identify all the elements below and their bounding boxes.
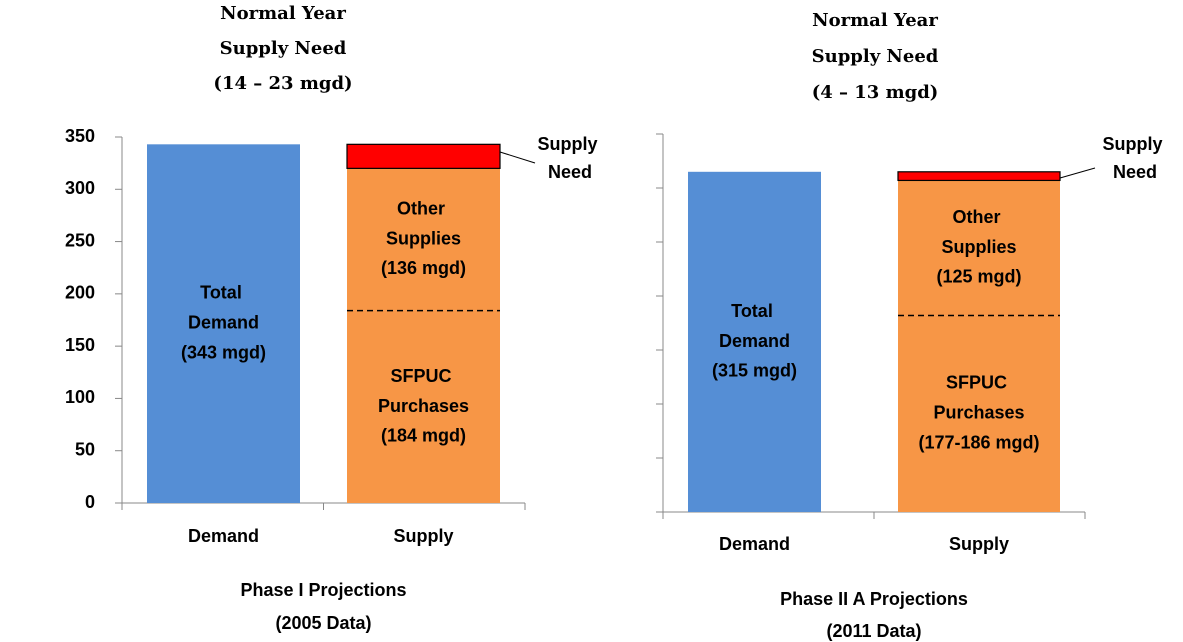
y-tick-label: 100 (65, 387, 95, 407)
y-tick-label: 350 (65, 126, 95, 146)
bar-segment (898, 180, 1060, 316)
segment-label: Total Demand (719, 301, 790, 351)
x-axis-label: (2005 Data) (275, 613, 371, 633)
chart-title: (14 – 23 mgd) (213, 73, 352, 94)
x-tick-label: Supply (949, 534, 1009, 554)
x-axis-label: Phase I Projections (240, 580, 406, 600)
data-label: (177-186 mgd) (918, 432, 1039, 452)
bar-segment (898, 315, 1060, 512)
x-axis-label: (2011 Data) (826, 621, 921, 641)
bar-segment (347, 168, 500, 311)
segment-label: Supply Need (1102, 134, 1167, 182)
segment-label: Supply Need (537, 134, 602, 182)
chart-title: Supply Need (812, 46, 939, 67)
y-tick-label: 0 (85, 492, 95, 512)
segment-label: Total Demand (188, 282, 259, 332)
x-tick-label: Demand (188, 526, 259, 546)
data-label: (184 mgd) (381, 426, 466, 446)
leader-line (499, 151, 536, 164)
data-label: (125 mgd) (936, 267, 1021, 287)
data-label: (136 mgd) (381, 258, 466, 278)
leader-line (1059, 167, 1096, 179)
data-label: (343 mgd) (181, 342, 266, 362)
bar-segment (688, 171, 821, 513)
y-tick-label: 250 (65, 230, 95, 250)
segment-label: SFPUC Purchases (378, 366, 469, 416)
bar-segment (346, 143, 501, 169)
y-tick-label: 300 (65, 178, 95, 198)
segment-label: Other Supplies (386, 198, 461, 248)
x-tick-label: Demand (719, 534, 790, 554)
segment-label: Other Supplies (941, 207, 1016, 257)
chart-title: Normal Year (812, 10, 938, 31)
chart-title: Normal Year (220, 3, 346, 24)
data-label: (315 mgd) (712, 361, 797, 381)
bar-segment (147, 144, 300, 503)
x-axis-label: Phase II A Projections (780, 589, 968, 609)
y-tick-label: 150 (65, 335, 95, 355)
x-tick-label: Supply (393, 526, 453, 546)
chart-title: Supply Need (220, 38, 347, 59)
segment-label: SFPUC Purchases (933, 372, 1024, 422)
bar-segment (347, 310, 500, 503)
chart-title: (4 – 13 mgd) (812, 82, 939, 103)
y-tick-label: 200 (65, 283, 95, 303)
bar-segment (897, 171, 1061, 182)
y-tick-label: 50 (75, 439, 95, 459)
